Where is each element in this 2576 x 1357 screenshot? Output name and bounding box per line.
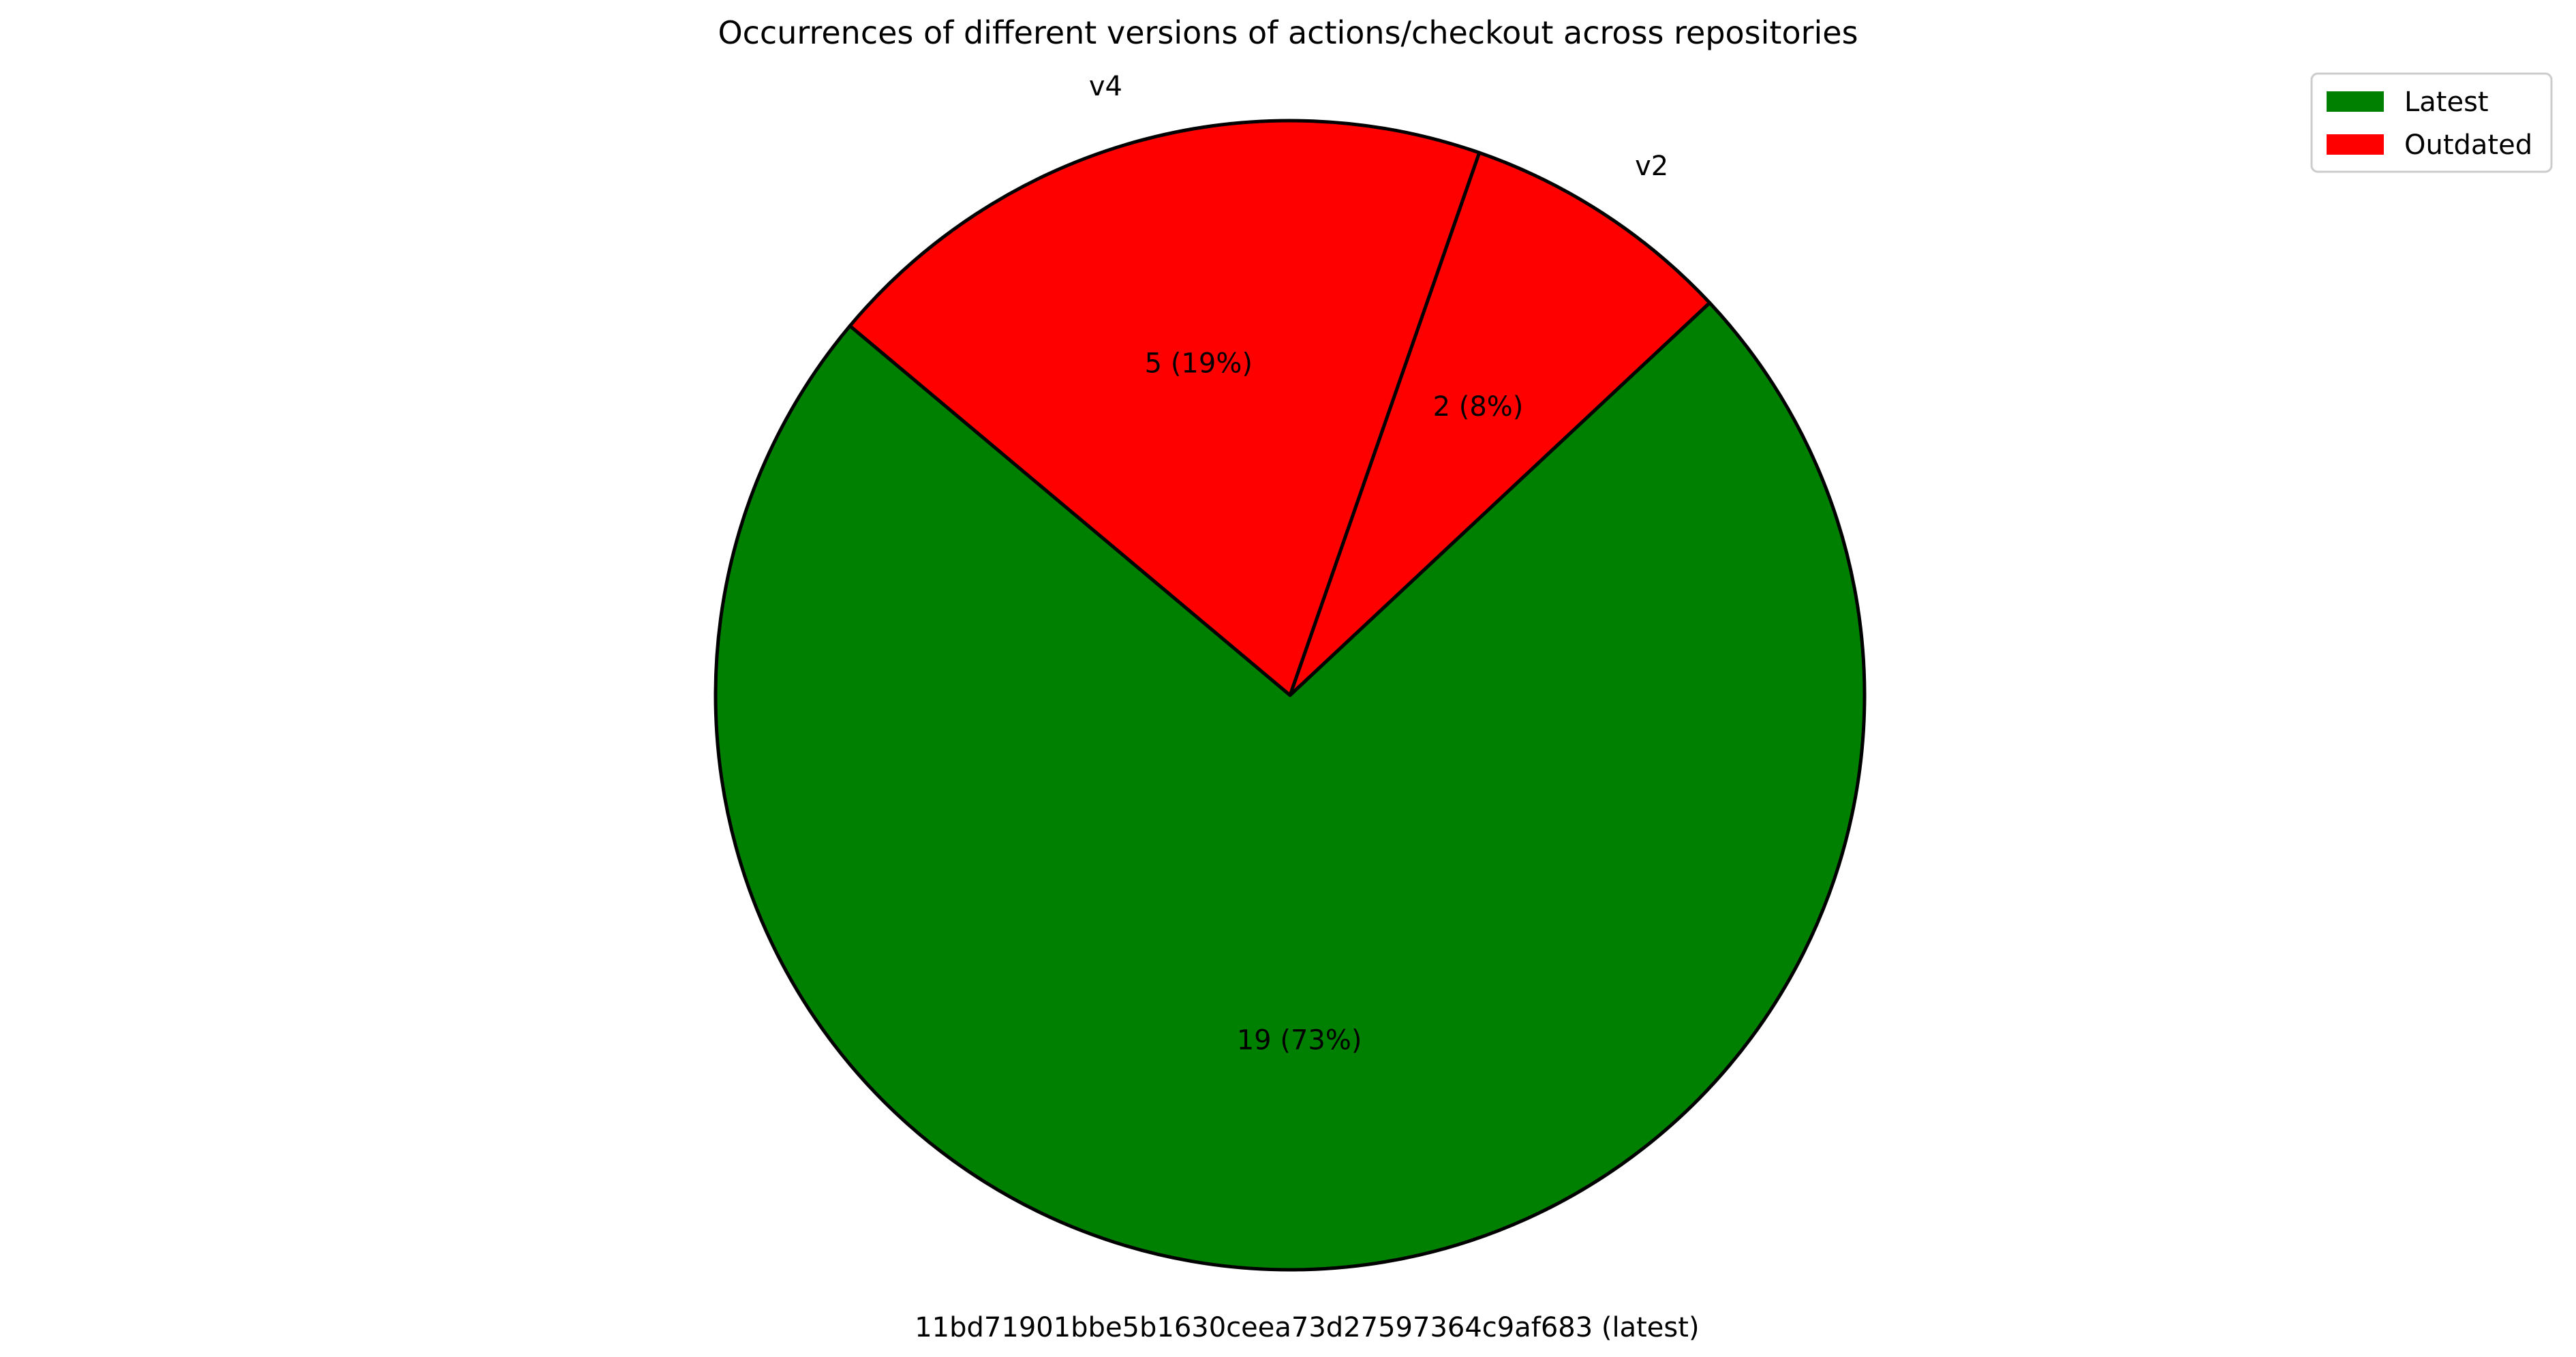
slice-value-label-latest: 19 (73%) xyxy=(1237,1025,1362,1056)
legend: Latest Outdated xyxy=(2310,72,2553,173)
pie-slice-latest xyxy=(714,301,1867,1272)
pie-slices xyxy=(714,119,1867,1272)
legend-swatch-outdated xyxy=(2327,134,2384,155)
slice-label-latest: 11bd71901bbe5b1630ceea73d27597364c9af683… xyxy=(915,1312,1699,1343)
pie-slice-v4 xyxy=(848,119,1482,697)
legend-label-latest: Latest xyxy=(2404,87,2489,118)
pie-slice-v2 xyxy=(1288,151,1712,697)
slice-label-v4: v4 xyxy=(1089,71,1122,102)
slice-label-v2: v2 xyxy=(1635,151,1668,182)
chart-title: Occurrences of different versions of act… xyxy=(718,14,1858,51)
legend-swatch-latest xyxy=(2327,91,2384,112)
pie-labels: 11bd71901bbe5b1630ceea73d27597364c9af683… xyxy=(915,71,1699,1343)
legend-label-outdated: Outdated xyxy=(2404,129,2532,161)
slice-value-label-v2: 2 (8%) xyxy=(1433,391,1524,423)
slice-value-label-v4: 5 (19%) xyxy=(1145,348,1253,379)
